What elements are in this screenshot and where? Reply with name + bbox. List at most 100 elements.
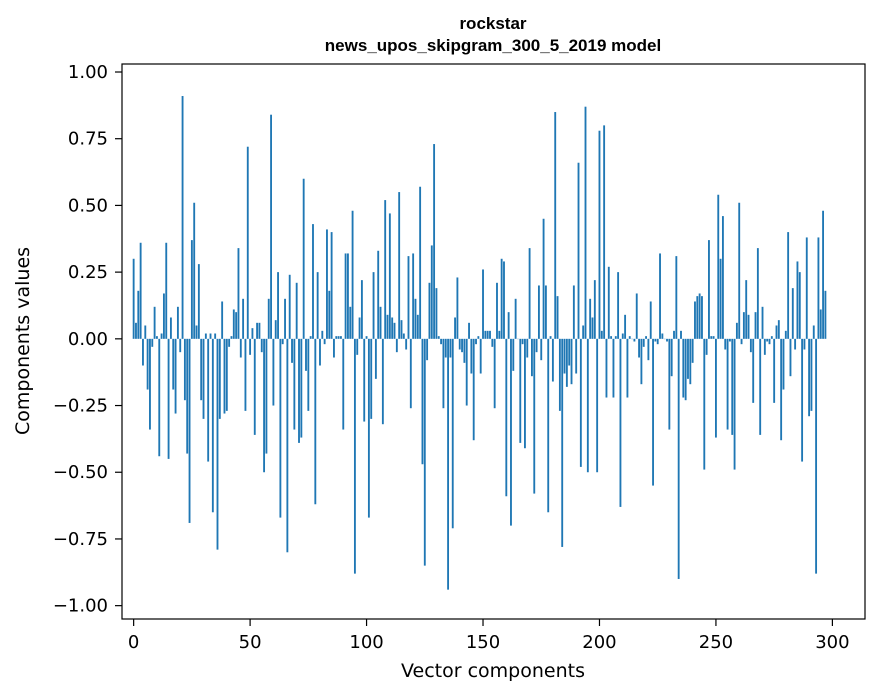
bar <box>586 338 589 473</box>
bar <box>400 320 403 339</box>
bar <box>363 338 366 422</box>
bar <box>698 293 701 339</box>
bar <box>728 338 731 342</box>
bar <box>691 338 694 363</box>
bar <box>356 338 359 355</box>
bar <box>491 338 494 347</box>
bar <box>256 322 259 339</box>
bar <box>326 229 328 339</box>
y-axis-ticks: 1.00 0.75 0.50 0.25 0.00 −0.25 −0.50 −0.75 −1.00 <box>53 62 122 617</box>
bar <box>391 317 394 339</box>
bar <box>225 338 228 411</box>
y-tick-label: 0.25 <box>68 262 108 283</box>
bar <box>621 333 624 339</box>
bar <box>598 130 601 339</box>
bar <box>810 338 813 411</box>
bar <box>549 336 552 339</box>
bar <box>386 314 389 339</box>
bar <box>435 288 438 339</box>
bar <box>367 338 370 518</box>
bar <box>547 338 550 513</box>
bar <box>493 338 496 409</box>
bar <box>267 298 270 339</box>
bar <box>321 330 324 339</box>
bar <box>174 338 177 414</box>
bar <box>305 338 307 371</box>
bar <box>342 338 345 430</box>
bar <box>293 338 296 430</box>
bar <box>633 338 636 342</box>
bar <box>659 253 661 339</box>
bar <box>195 325 198 339</box>
bar <box>759 338 762 435</box>
bar <box>419 186 422 339</box>
bar <box>612 338 615 398</box>
x-tick-label: 50 <box>239 632 262 653</box>
bar <box>274 320 277 339</box>
bar <box>270 114 272 339</box>
bar <box>577 162 580 339</box>
bar <box>149 338 151 430</box>
bar <box>689 338 692 385</box>
bar <box>263 338 266 473</box>
bar <box>794 338 797 350</box>
bar <box>742 312 745 339</box>
bar <box>638 338 640 358</box>
bar <box>216 338 219 550</box>
bar <box>197 264 200 339</box>
bar <box>705 338 708 355</box>
bar <box>235 312 238 339</box>
bar <box>500 258 503 339</box>
bar <box>635 293 638 339</box>
bar <box>498 330 501 339</box>
bar <box>477 336 480 339</box>
bar <box>319 338 321 366</box>
bar <box>784 330 787 339</box>
bar <box>340 336 342 339</box>
bar <box>426 338 429 361</box>
bar <box>153 306 156 339</box>
bar <box>710 336 713 339</box>
bar <box>360 280 363 339</box>
bar <box>172 338 175 390</box>
bar <box>486 330 489 339</box>
bar <box>675 256 678 339</box>
bar <box>286 338 289 553</box>
bar <box>524 338 526 449</box>
bar <box>344 253 347 339</box>
bar <box>570 338 573 385</box>
bar <box>519 338 522 443</box>
bar <box>558 338 561 411</box>
bar <box>605 338 608 398</box>
bar <box>302 178 305 339</box>
chart-title: rockstar <box>459 14 526 33</box>
bar <box>461 338 463 353</box>
bar <box>537 285 540 339</box>
bar <box>687 338 689 379</box>
bar <box>719 258 722 339</box>
bar <box>680 330 682 339</box>
bar <box>593 280 596 339</box>
bar <box>726 338 729 430</box>
bar <box>295 282 298 339</box>
bar <box>805 237 808 339</box>
bar <box>232 309 235 339</box>
bar <box>388 213 391 339</box>
bar <box>402 333 405 339</box>
bar <box>607 266 610 339</box>
bar <box>165 242 168 339</box>
bar <box>614 336 617 339</box>
bar <box>584 106 587 339</box>
bar <box>645 336 647 339</box>
bar <box>279 338 282 518</box>
bar <box>521 338 524 345</box>
bar <box>503 261 505 339</box>
bar <box>479 338 482 374</box>
bar <box>703 338 706 470</box>
bar <box>211 338 214 513</box>
bars-group <box>132 96 827 590</box>
bar <box>176 306 179 339</box>
bar <box>752 338 755 403</box>
bar <box>556 296 559 339</box>
bar <box>824 290 827 339</box>
